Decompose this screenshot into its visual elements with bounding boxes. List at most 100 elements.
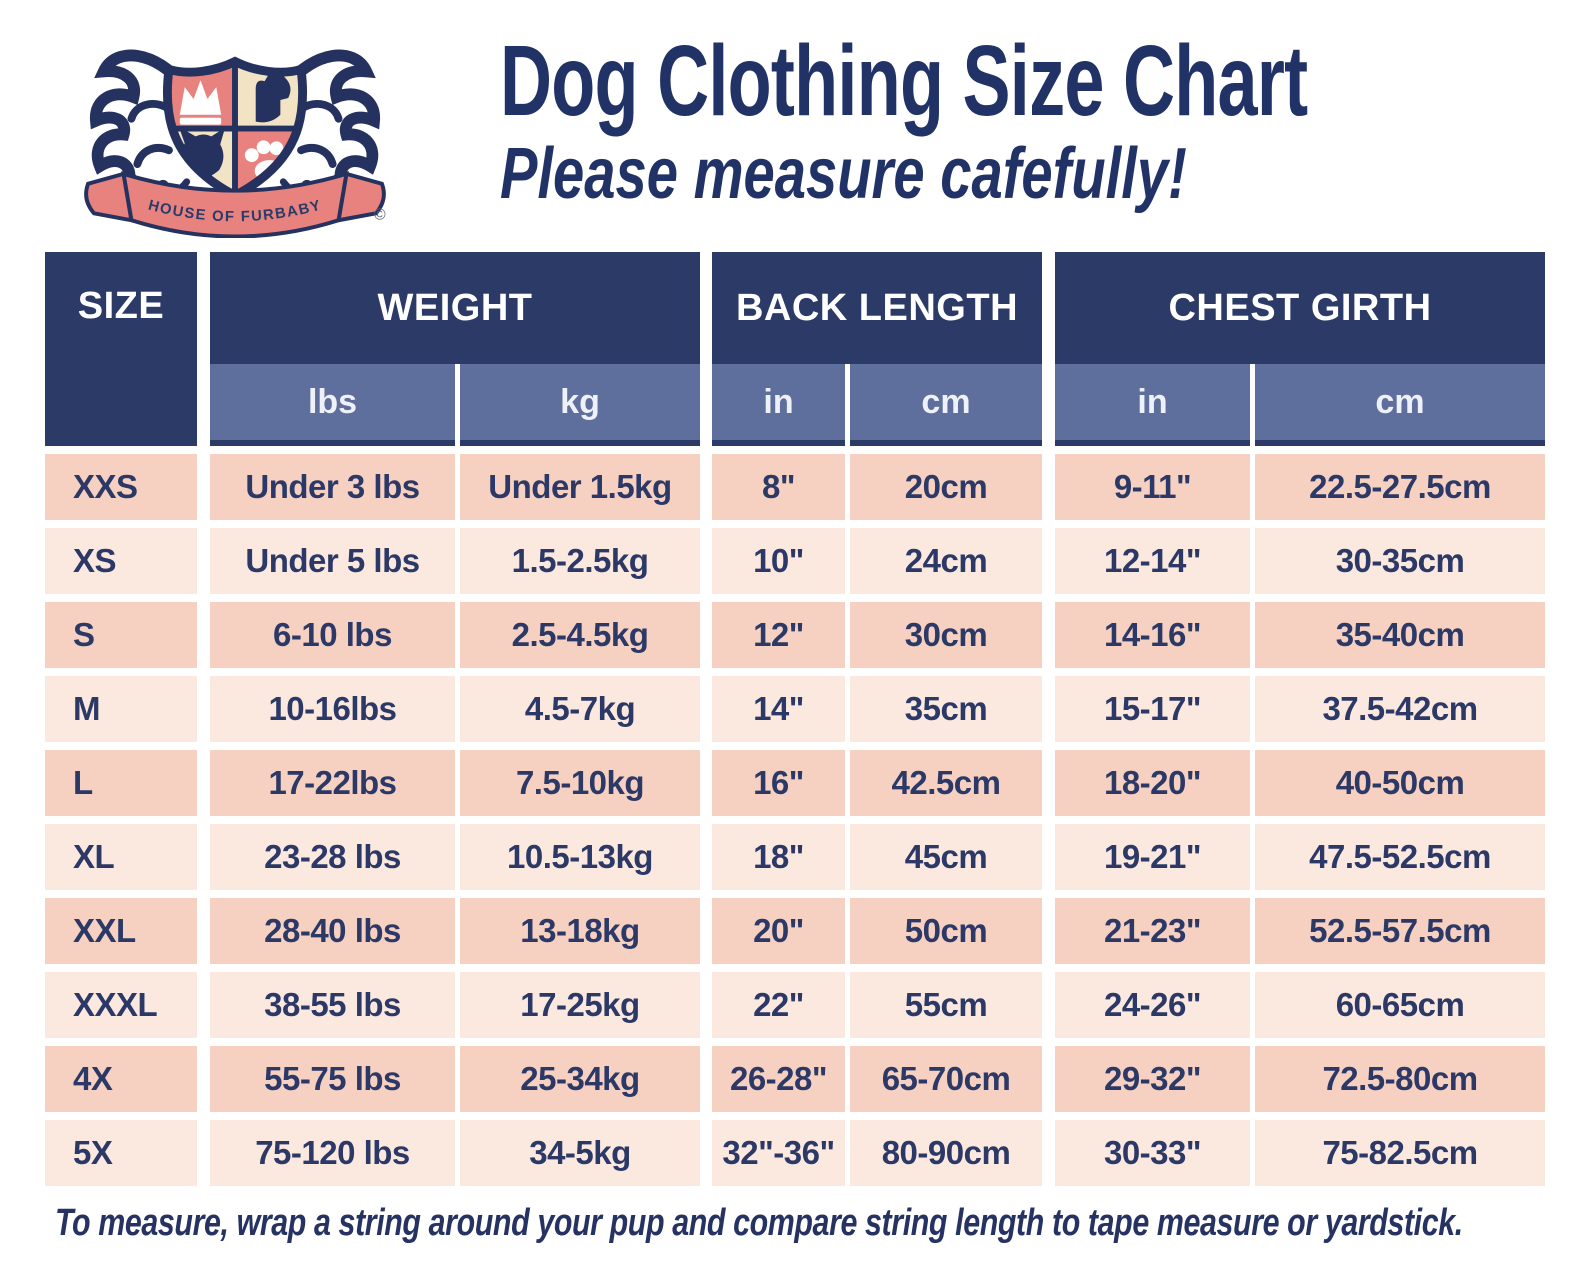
subheader-back-in: in	[712, 364, 845, 446]
back-in-cell: 32"-36"	[712, 1120, 845, 1186]
column-header-back-length: BACK LENGTH	[712, 252, 1042, 364]
size-cell: XXXL	[45, 972, 197, 1038]
back-cm-cell: 80-90cm	[850, 1120, 1042, 1186]
chest-in-cell: 14-16"	[1055, 602, 1250, 668]
column-header-weight: WEIGHT	[210, 252, 700, 364]
size-cell: XXS	[45, 454, 197, 520]
weight-kg-cell: 17-25kg	[460, 972, 700, 1038]
column-group-weight: WEIGHT lbs kg	[210, 252, 700, 446]
chest-cm-cell: 72.5-80cm	[1255, 1046, 1545, 1112]
back-cm-cell: 65-70cm	[850, 1046, 1042, 1112]
table-row-5x: 5X 75-120 lbs 34-5kg 32"-36" 80-90cm 30-…	[45, 1120, 1545, 1186]
chest-in-cell: 9-11"	[1055, 454, 1250, 520]
table-body: XXS Under 3 lbs Under 1.5kg 8" 20cm 9-11…	[45, 454, 1545, 1186]
size-cell: L	[45, 750, 197, 816]
back-cm-cell: 30cm	[850, 602, 1042, 668]
ribbon-banner: HOUSE OF FURBABY	[84, 171, 386, 239]
chest-cm-cell: 52.5-57.5cm	[1255, 898, 1545, 964]
page-title: Dog Clothing Size Chart	[500, 25, 1308, 137]
subheader-chest-in: in	[1055, 364, 1250, 446]
chest-cm-cell: 35-40cm	[1255, 602, 1545, 668]
weight-kg-cell: 13-18kg	[460, 898, 700, 964]
weight-lbs-cell: 10-16lbs	[210, 676, 455, 742]
size-chart-table: SIZE WEIGHT lbs kg BACK LENGTH in cm CHE…	[45, 252, 1545, 1186]
back-cm-cell: 24cm	[850, 528, 1042, 594]
brand-logo: HOUSE OF FURBABY ©	[70, 26, 400, 239]
chest-cm-cell: 30-35cm	[1255, 528, 1545, 594]
chest-cm-cell: 22.5-27.5cm	[1255, 454, 1545, 520]
weight-kg-cell: 10.5-13kg	[460, 824, 700, 890]
weight-kg-cell: 4.5-7kg	[460, 676, 700, 742]
chest-in-cell: 18-20"	[1055, 750, 1250, 816]
subheader-weight-kg: kg	[460, 364, 700, 446]
table-row-xxs: XXS Under 3 lbs Under 1.5kg 8" 20cm 9-11…	[45, 454, 1545, 520]
back-in-cell: 20"	[712, 898, 845, 964]
size-cell: 4X	[45, 1046, 197, 1112]
chest-cm-cell: 60-65cm	[1255, 972, 1545, 1038]
weight-kg-cell: 2.5-4.5kg	[460, 602, 700, 668]
back-in-cell: 14"	[712, 676, 845, 742]
weight-lbs-cell: 6-10 lbs	[210, 602, 455, 668]
chest-in-cell: 19-21"	[1055, 824, 1250, 890]
table-row-xs: XS Under 5 lbs 1.5-2.5kg 10" 24cm 12-14"…	[45, 528, 1545, 594]
size-cell: XS	[45, 528, 197, 594]
chest-in-cell: 29-32"	[1055, 1046, 1250, 1112]
shield-cross-divider	[167, 61, 303, 196]
back-cm-cell: 50cm	[850, 898, 1042, 964]
title-block: Dog Clothing Size Chart Please measure c…	[500, 0, 1588, 246]
chest-in-cell: 21-23"	[1055, 898, 1250, 964]
table-row-xxl: XXL 28-40 lbs 13-18kg 20" 50cm 21-23" 52…	[45, 898, 1545, 964]
subheader-weight-lbs: lbs	[210, 364, 455, 446]
copyright-mark: ©	[374, 206, 386, 223]
subheader-chest-cm: cm	[1255, 364, 1545, 446]
chest-cm-cell: 40-50cm	[1255, 750, 1545, 816]
back-in-cell: 18"	[712, 824, 845, 890]
back-cm-cell: 42.5cm	[850, 750, 1042, 816]
column-group-chest-girth: CHEST GIRTH in cm	[1055, 252, 1545, 446]
weight-lbs-cell: Under 5 lbs	[210, 528, 455, 594]
weight-lbs-cell: 17-22lbs	[210, 750, 455, 816]
column-header-size: SIZE	[45, 252, 197, 446]
weight-kg-cell: 7.5-10kg	[460, 750, 700, 816]
weight-lbs-cell: 38-55 lbs	[210, 972, 455, 1038]
size-cell: M	[45, 676, 197, 742]
size-cell: XXL	[45, 898, 197, 964]
page-subtitle: Please measure cafefully!	[500, 134, 1187, 214]
table-row-l: L 17-22lbs 7.5-10kg 16" 42.5cm 18-20" 40…	[45, 750, 1545, 816]
subheader-back-cm: cm	[850, 364, 1042, 446]
size-cell: XL	[45, 824, 197, 890]
back-cm-cell: 45cm	[850, 824, 1042, 890]
chest-in-cell: 24-26"	[1055, 972, 1250, 1038]
weight-lbs-cell: 75-120 lbs	[210, 1120, 455, 1186]
table-row-s: S 6-10 lbs 2.5-4.5kg 12" 30cm 14-16" 35-…	[45, 602, 1545, 668]
back-in-cell: 22"	[712, 972, 845, 1038]
back-in-cell: 16"	[712, 750, 845, 816]
chest-cm-cell: 37.5-42cm	[1255, 676, 1545, 742]
chest-cm-cell: 75-82.5cm	[1255, 1120, 1545, 1186]
chest-in-cell: 12-14"	[1055, 528, 1250, 594]
back-cm-cell: 35cm	[850, 676, 1042, 742]
weight-kg-cell: 1.5-2.5kg	[460, 528, 700, 594]
weight-kg-cell: Under 1.5kg	[460, 454, 700, 520]
chest-in-cell: 15-17"	[1055, 676, 1250, 742]
weight-lbs-cell: 23-28 lbs	[210, 824, 455, 890]
table-row-xl: XL 23-28 lbs 10.5-13kg 18" 45cm 19-21" 4…	[45, 824, 1545, 890]
table-row-xxxl: XXXL 38-55 lbs 17-25kg 22" 55cm 24-26" 6…	[45, 972, 1545, 1038]
back-in-cell: 12"	[712, 602, 845, 668]
column-header-chest-girth: CHEST GIRTH	[1055, 252, 1545, 364]
crest-logo-graphic: HOUSE OF FURBABY ©	[84, 26, 386, 239]
table-header: SIZE WEIGHT lbs kg BACK LENGTH in cm CHE…	[45, 252, 1545, 446]
table-row-4x: 4X 55-75 lbs 25-34kg 26-28" 65-70cm 29-3…	[45, 1046, 1545, 1112]
weight-kg-cell: 34-5kg	[460, 1120, 700, 1186]
measuring-instructions: To measure, wrap a string around your pu…	[55, 1202, 1463, 1244]
column-group-back-length: BACK LENGTH in cm	[712, 252, 1042, 446]
back-in-cell: 10"	[712, 528, 845, 594]
dog-icon	[255, 68, 291, 123]
chest-cm-cell: 47.5-52.5cm	[1255, 824, 1545, 890]
size-cell: 5X	[45, 1120, 197, 1186]
chest-in-cell: 30-33"	[1055, 1120, 1250, 1186]
weight-lbs-cell: 55-75 lbs	[210, 1046, 455, 1112]
back-in-cell: 8"	[712, 454, 845, 520]
back-cm-cell: 55cm	[850, 972, 1042, 1038]
